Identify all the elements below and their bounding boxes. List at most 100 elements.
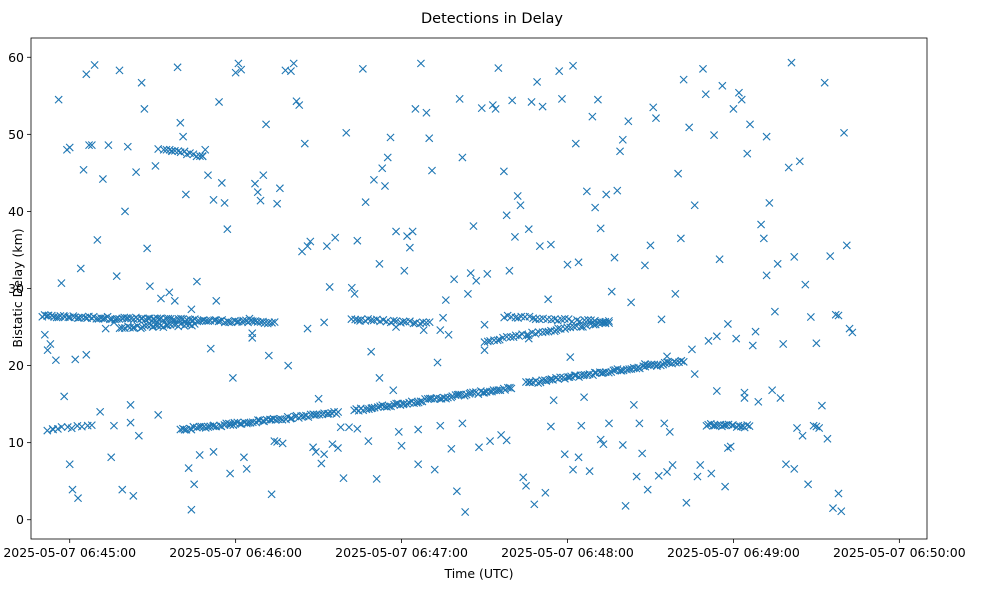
track-point xyxy=(399,317,408,326)
data-point xyxy=(472,276,481,285)
data-point xyxy=(209,195,218,204)
data-point xyxy=(685,123,694,132)
track-point xyxy=(278,415,287,424)
track-point xyxy=(167,146,176,155)
data-point xyxy=(826,252,835,261)
y-tick-label: 60 xyxy=(8,50,24,65)
track-point xyxy=(564,315,573,324)
data-point xyxy=(596,435,605,444)
data-point xyxy=(394,427,403,436)
track-point xyxy=(169,320,178,329)
data-point xyxy=(569,61,578,70)
track-point xyxy=(182,320,191,329)
data-point xyxy=(195,450,204,459)
data-point xyxy=(654,471,663,480)
data-point xyxy=(115,66,124,75)
data-point xyxy=(444,330,453,339)
data-point xyxy=(516,201,525,210)
track-point xyxy=(409,319,418,328)
data-point xyxy=(555,67,564,76)
data-point xyxy=(632,472,641,481)
track-point xyxy=(222,419,231,428)
data-point xyxy=(638,449,647,458)
track-point xyxy=(384,402,393,411)
track-point xyxy=(301,411,310,420)
y-tick-label: 20 xyxy=(8,358,24,373)
track-point xyxy=(422,318,431,327)
data-point xyxy=(121,207,130,216)
track-point xyxy=(418,318,427,327)
data-point xyxy=(770,307,779,316)
data-point xyxy=(806,313,815,322)
track-point xyxy=(462,390,471,399)
track-point xyxy=(198,152,207,161)
data-point xyxy=(345,423,354,432)
track-point xyxy=(635,364,644,373)
data-point xyxy=(621,501,630,510)
x-axis-label: Time (UTC) xyxy=(443,566,513,581)
track-point xyxy=(225,318,234,327)
data-point xyxy=(262,120,271,129)
data-point xyxy=(671,289,680,298)
data-point xyxy=(541,488,550,497)
data-point xyxy=(411,104,420,113)
track-point xyxy=(425,318,434,327)
data-point xyxy=(320,318,329,327)
data-point xyxy=(701,90,710,99)
data-point xyxy=(259,171,268,180)
data-point xyxy=(154,410,163,419)
data-point xyxy=(60,392,69,401)
data-point xyxy=(646,241,655,250)
data-point xyxy=(306,237,315,246)
data-point xyxy=(284,361,293,370)
data-point xyxy=(397,441,406,450)
data-point xyxy=(699,64,707,73)
data-point xyxy=(486,437,495,446)
data-point xyxy=(156,294,165,303)
data-point xyxy=(85,141,94,150)
data-point xyxy=(793,424,802,432)
data-point xyxy=(403,232,412,241)
data-point xyxy=(823,434,832,443)
data-point xyxy=(842,241,851,250)
track-point xyxy=(545,375,554,384)
track-point xyxy=(665,358,674,367)
data-point xyxy=(710,131,719,140)
data-point xyxy=(314,394,323,403)
data-point xyxy=(458,153,467,162)
data-point xyxy=(82,350,91,359)
track-point xyxy=(192,152,201,161)
data-point xyxy=(845,324,854,333)
data-point xyxy=(737,95,746,104)
data-point xyxy=(187,505,196,514)
track-point xyxy=(99,314,108,323)
data-point xyxy=(663,467,672,476)
track-point xyxy=(544,327,553,336)
data-point xyxy=(82,70,91,79)
data-point xyxy=(757,220,766,229)
data-point xyxy=(436,326,445,335)
data-point xyxy=(237,65,246,74)
x-tick-label: 2025-05-07 06:48:00 xyxy=(501,545,634,560)
data-point xyxy=(616,147,625,156)
data-point xyxy=(228,373,237,382)
data-point xyxy=(209,447,218,456)
data-point xyxy=(820,78,829,87)
track-point xyxy=(534,379,543,387)
data-point xyxy=(519,473,528,482)
data-point xyxy=(740,393,749,402)
track-point xyxy=(443,393,452,402)
data-point xyxy=(546,422,555,431)
data-point xyxy=(455,94,464,103)
data-point xyxy=(212,296,221,305)
track-point xyxy=(641,362,650,371)
data-point xyxy=(549,396,558,405)
y-tick-label: 10 xyxy=(8,435,24,450)
data-point xyxy=(303,324,312,333)
data-point xyxy=(331,233,340,242)
data-point xyxy=(488,101,497,110)
data-point xyxy=(502,436,511,445)
data-point xyxy=(469,222,478,231)
data-point xyxy=(682,498,691,507)
data-point xyxy=(522,481,531,490)
